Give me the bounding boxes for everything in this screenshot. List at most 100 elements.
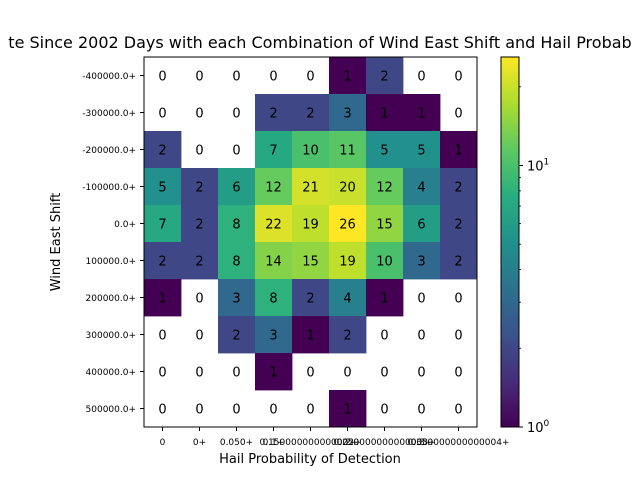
x-axis-label: Hail Probability of Detection	[219, 452, 401, 467]
cell-value-label: 2	[454, 218, 462, 233]
heatmap-cell	[403, 205, 441, 243]
heatmap-cell	[403, 168, 441, 206]
x-tick-label: 0.3+	[411, 438, 433, 448]
heatmap-cell	[366, 131, 404, 169]
cell-value-label: 0	[232, 403, 240, 418]
cell-value-label: 10	[376, 255, 393, 270]
cell-value-label: 3	[343, 107, 351, 122]
cell-value-label: 0	[454, 329, 462, 344]
heatmap-cell	[144, 205, 182, 243]
cell-value-label: 10	[302, 144, 319, 159]
x-ticks: 0 0+ 0.050+ 0.1+0.150000000000002+0.2+0.250…	[160, 427, 510, 448]
heatmap-cell	[255, 205, 293, 243]
cell-value-label: 1	[380, 107, 388, 122]
cell-value-label: 6	[232, 181, 240, 196]
heatmap-cell	[181, 242, 219, 280]
heatmap-cell	[181, 168, 219, 206]
heatmap-cell	[329, 57, 367, 95]
cell-value-label: 0	[158, 403, 166, 418]
cell-value-label: 1	[380, 292, 388, 307]
cell-value-label: 0	[306, 366, 314, 381]
cell-value-label: 22	[265, 218, 282, 233]
cell-value-label: 2	[380, 70, 388, 85]
heatmap-cells: 0 0 0 0 0 1 2 0 00 0 0 2 2 3 1 1 02 0 0 7 10 11 5 5 15 2 6 12 21 20 12…	[144, 57, 478, 428]
heatmap-cell	[329, 390, 367, 428]
x-tick-label: 0.150000000000002+	[259, 438, 361, 448]
heatmap-cell	[366, 205, 404, 243]
cell-value-label: 3	[269, 329, 277, 344]
heatmap-cell	[440, 168, 478, 206]
heatmap-cell	[144, 168, 182, 206]
heatmap-cell	[329, 205, 367, 243]
cell-value-label: 14	[265, 255, 282, 270]
cell-value-label: 1	[343, 70, 351, 85]
cell-value-label: 1	[454, 144, 462, 159]
heatmap-cell	[255, 353, 293, 391]
heatmap-cell	[144, 242, 182, 280]
cell-value-label: 11	[339, 144, 356, 159]
heatmap-cell	[218, 316, 256, 354]
cell-value-label: 7	[158, 218, 166, 233]
cell-value-label: 2	[343, 329, 351, 344]
cell-value-label: 5	[417, 144, 425, 159]
heatmap-cell	[440, 205, 478, 243]
cell-value-label: 26	[339, 218, 356, 233]
y-tick-label: 500000.0+	[86, 405, 136, 415]
heatmap-cell	[255, 131, 293, 169]
cell-value-label: 4	[417, 181, 425, 196]
x-tick-label: 0+	[193, 438, 206, 448]
cell-value-label: 0	[417, 403, 425, 418]
cell-value-label: 0	[269, 403, 277, 418]
cell-value-label: 0	[417, 292, 425, 307]
colorbar-tick-label: 101	[527, 158, 549, 175]
cell-value-label: 19	[302, 218, 319, 233]
heatmap-cell	[292, 279, 330, 317]
cell-value-label: 8	[232, 218, 240, 233]
cell-value-label: 2	[158, 144, 166, 159]
cell-value-label: 0	[454, 107, 462, 122]
heatmap-cell	[366, 94, 404, 132]
x-tick-label: 0	[160, 438, 166, 448]
cell-value-label: 0	[269, 70, 277, 85]
cell-value-label: 2	[306, 107, 314, 122]
cell-value-label: 2	[269, 107, 277, 122]
y-tick-label: 100000.0+	[86, 257, 136, 267]
heatmap-cell	[255, 316, 293, 354]
y-tick-label: 200000.0+	[86, 294, 136, 304]
cell-value-label: 0	[195, 403, 203, 418]
heatmap-cell	[144, 279, 182, 317]
heatmap-cell	[292, 205, 330, 243]
y-axis-label: Wind East Shift	[49, 193, 64, 292]
heatmap-cell	[329, 131, 367, 169]
heatmap-cell	[218, 279, 256, 317]
cell-value-label: 1	[306, 329, 314, 344]
heatmap-cell	[329, 316, 367, 354]
cell-value-label: 12	[265, 181, 282, 196]
cell-value-label: 0	[417, 70, 425, 85]
colorbar: 100 101	[500, 56, 550, 436]
cell-value-label: 0	[232, 70, 240, 85]
cell-value-label: 5	[158, 181, 166, 196]
cell-value-label: 0	[306, 403, 314, 418]
heatmap-cell	[366, 279, 404, 317]
cell-value-label: 0	[232, 366, 240, 381]
heatmap-cell	[329, 242, 367, 280]
cell-value-label: 1	[158, 292, 166, 307]
heatmap-cell	[292, 242, 330, 280]
cell-value-label: 2	[232, 329, 240, 344]
y-tick-label: 0.0+	[114, 220, 136, 230]
heatmap-cell	[255, 94, 293, 132]
cell-value-label: 0	[454, 292, 462, 307]
heatmap-cell	[218, 205, 256, 243]
x-tick-label: 0.350000000000004+	[407, 438, 509, 448]
cell-value-label: 0	[195, 144, 203, 159]
cell-value-label: 5	[380, 144, 388, 159]
cell-value-label: 8	[269, 292, 277, 307]
cell-value-label: 21	[302, 181, 319, 196]
cell-value-label: 19	[339, 255, 356, 270]
cell-value-label: 2	[195, 181, 203, 196]
cell-value-label: 0	[195, 329, 203, 344]
cell-value-label: 0	[232, 144, 240, 159]
heatmap-cell	[440, 242, 478, 280]
cell-value-label: 0	[195, 70, 203, 85]
